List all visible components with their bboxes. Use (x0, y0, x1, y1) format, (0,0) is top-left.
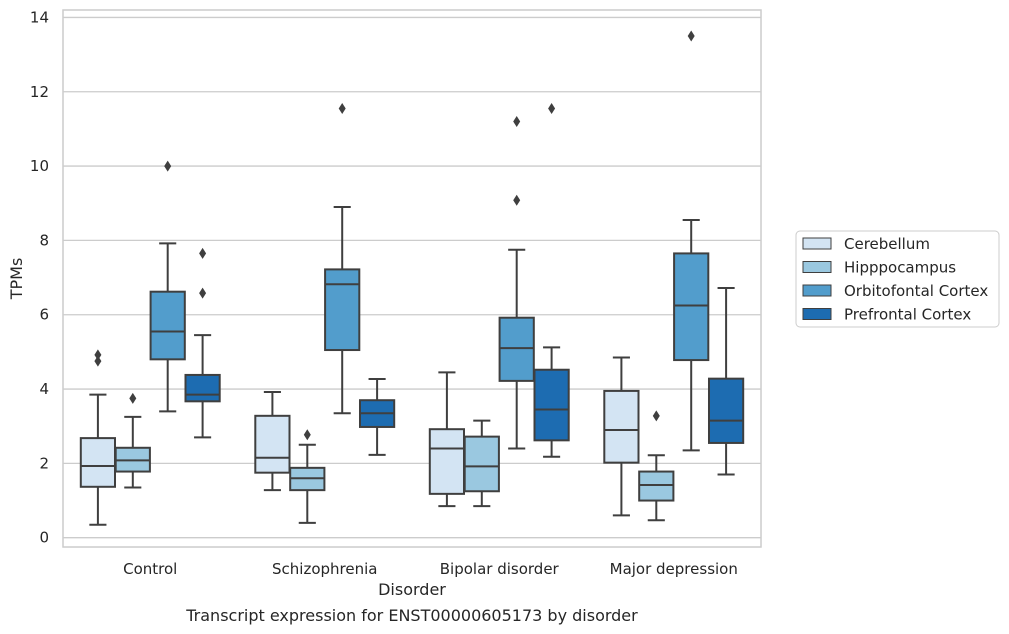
y-tick-label: 2 (39, 454, 49, 472)
box-prefrontal-cortex (184, 247, 221, 439)
iqr-box (428, 428, 466, 495)
outlier-marker (687, 30, 695, 42)
box-prefrontal-cortex (533, 102, 570, 458)
x-axis-label: Disorder (378, 580, 446, 599)
plot-frame (62, 9, 762, 548)
x-tick-label: Schizophrenia (272, 560, 377, 578)
iqr-box (533, 368, 570, 442)
y-tick-labels: 0 2 4 6 8 10 12 14 (30, 8, 49, 546)
y-tick-label: 4 (39, 380, 49, 398)
legend-swatch (802, 261, 832, 273)
outlier-marker (94, 355, 102, 367)
legend-swatch (802, 284, 832, 297)
outlier-marker (199, 287, 207, 299)
y-tick-label: 8 (39, 231, 49, 249)
outlier-marker (338, 102, 346, 114)
y-tick-label: 14 (30, 8, 49, 26)
legend-frame (795, 230, 1000, 328)
legend-label: Cerebellum (844, 235, 930, 253)
legend-swatch (802, 237, 832, 250)
y-tick-label: 12 (30, 83, 49, 101)
boxes (79, 30, 745, 526)
box-orbitofontal-cortex (149, 160, 186, 413)
outlier-marker (199, 247, 207, 259)
x-tick-labels: Control Schizophrenia Bipolar disorder Majo… (123, 560, 738, 578)
outlier-marker (94, 349, 102, 361)
outlier-marker (513, 194, 521, 206)
chart-caption: Transcript expression for ENST0000060517… (186, 606, 638, 625)
box-cerebellum (79, 349, 117, 526)
iqr-box (673, 252, 710, 362)
box-cerebellum (603, 356, 640, 517)
legend-label: Orbitofontal Cortex (844, 282, 988, 300)
iqr-box (463, 435, 500, 493)
iqr-box (184, 373, 221, 403)
y-axis-label: TPMs (7, 258, 26, 301)
box-orbitofontal-cortex (324, 102, 361, 415)
iqr-box (254, 414, 291, 474)
box-orbitofontal-cortex (673, 30, 710, 452)
legend: Cerebellum Hipppocampus Orbitofontal Corte… (795, 230, 1000, 328)
box-hipppocampus (289, 429, 326, 524)
box-hipppocampus (114, 392, 151, 489)
box-prefrontal-cortex (707, 286, 745, 476)
box-prefrontal-cortex (358, 378, 396, 456)
iqr-box (498, 316, 535, 382)
iqr-box (324, 268, 361, 352)
outlier-marker (129, 392, 137, 404)
x-tick-label: Control (123, 560, 177, 578)
legend-swatch (802, 308, 832, 320)
legend-label: Prefrontal Cortex (844, 306, 971, 324)
outlier-marker (513, 115, 521, 127)
box-orbitofontal-cortex (498, 115, 535, 450)
box-hipppocampus (638, 410, 675, 522)
box-cerebellum (254, 391, 291, 492)
legend-label: Hipppocampus (844, 259, 956, 277)
outlier-marker (164, 160, 172, 172)
iqr-box (603, 389, 640, 464)
iqr-box (707, 377, 745, 444)
outlier-marker (548, 102, 556, 114)
iqr-box (79, 437, 117, 488)
iqr-box (149, 290, 186, 361)
outlier-marker (303, 429, 311, 441)
y-tick-label: 0 (39, 529, 49, 547)
x-tick-label: Major depression (610, 560, 738, 578)
box-hipppocampus (463, 419, 500, 508)
y-tick-label: 10 (30, 157, 49, 175)
y-tick-label: 6 (39, 306, 49, 324)
outlier-marker (652, 410, 660, 422)
iqr-box (638, 470, 675, 502)
box-cerebellum (428, 371, 466, 508)
x-tick-label: Bipolar disorder (440, 560, 560, 578)
